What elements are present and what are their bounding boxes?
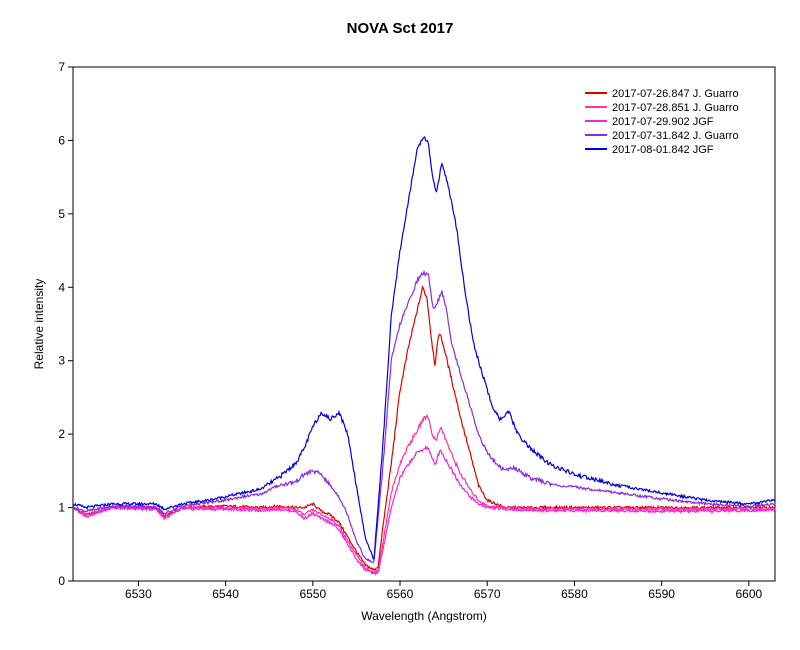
y-axis-label: Relative intensity xyxy=(32,279,46,370)
legend-label: 2017-07-29.902 JGF xyxy=(612,116,714,128)
x-axis: 6530 6540 6550 6560 6570 6580 6590 6600 xyxy=(125,581,763,601)
y-tick-label: 2 xyxy=(58,427,65,441)
y-tick-label: 4 xyxy=(58,280,65,294)
x-tick-label: 6550 xyxy=(299,587,326,601)
x-axis-label: Wavelength (Angstrom) xyxy=(361,609,487,623)
x-tick-label: 6600 xyxy=(735,587,762,601)
series-line-5 xyxy=(72,135,776,560)
x-tick-label: 6570 xyxy=(474,587,501,601)
series-group xyxy=(72,135,776,576)
x-tick-label: 6580 xyxy=(561,587,588,601)
legend-label: 2017-07-28.851 J. Guarro xyxy=(612,102,739,114)
y-tick-label: 5 xyxy=(58,207,65,221)
x-tick-label: 6590 xyxy=(648,587,675,601)
x-tick-label: 6560 xyxy=(387,587,414,601)
y-tick-label: 1 xyxy=(58,501,65,515)
x-tick-label: 6530 xyxy=(125,587,152,601)
y-tick-label: 3 xyxy=(58,354,65,368)
x-tick-label: 6540 xyxy=(212,587,239,601)
legend: 2017-07-26.847 J. Guarro 2017-07-28.851 J… xyxy=(585,88,739,156)
y-tick-label: 6 xyxy=(58,133,65,147)
legend-label: 2017-08-01.842 JGF xyxy=(612,144,714,156)
plot-area xyxy=(72,66,776,582)
y-tick-label: 7 xyxy=(58,60,65,74)
y-axis: 0 1 2 3 4 5 6 7 xyxy=(58,60,73,588)
chart-title: NOVA Sct 2017 xyxy=(347,20,454,37)
y-tick-label: 0 xyxy=(58,574,65,588)
series-line-3 xyxy=(72,445,776,576)
series-line-4 xyxy=(72,269,776,564)
legend-label: 2017-07-26.847 J. Guarro xyxy=(612,88,739,100)
legend-label: 2017-07-31.842 J. Guarro xyxy=(612,130,739,142)
